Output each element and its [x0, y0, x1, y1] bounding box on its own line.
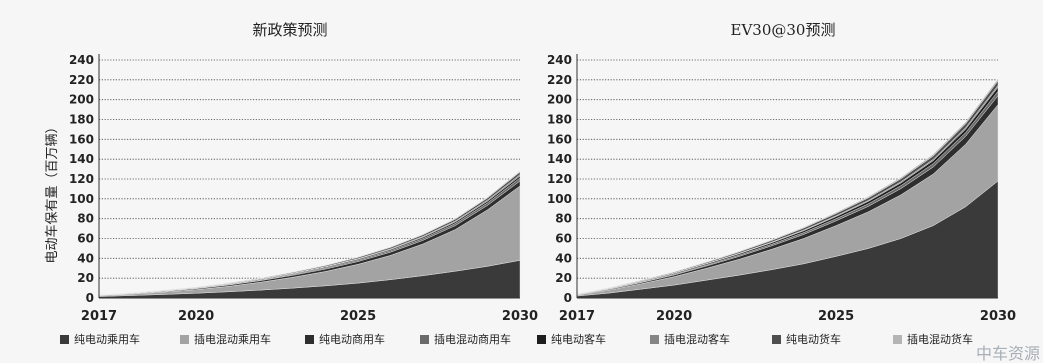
- legend-item: 纯电动货车: [772, 332, 841, 346]
- legend-item: 纯电动商用车: [305, 332, 385, 346]
- legend-label: 纯电动乘用车: [74, 332, 140, 346]
- y-tick-label: 100: [69, 192, 94, 206]
- y-tick-label: 40: [77, 251, 94, 265]
- y-tick-label: 60: [555, 232, 572, 246]
- chart-title: EV30@30预测: [731, 21, 836, 39]
- y-tick-label: 220: [547, 73, 572, 87]
- x-tick-label: 2017: [559, 309, 595, 324]
- legend-swatch: [180, 335, 189, 344]
- y-tick-label: 20: [77, 271, 94, 285]
- x-tick-label: 2020: [656, 309, 692, 324]
- legend-swatch: [893, 335, 902, 344]
- y-tick-label: 160: [547, 132, 572, 146]
- legend-label: 插电混动客车: [664, 332, 730, 346]
- y-tick-label: 200: [69, 93, 94, 107]
- y-tick-label: 60: [77, 232, 94, 246]
- legend-label: 插电混动商用车: [434, 332, 511, 346]
- area-插电混动货车: [98, 170, 521, 296]
- legend-label: 纯电动客车: [551, 332, 606, 346]
- x-tick-label: 2025: [340, 309, 376, 324]
- y-axis-label: 电动车保有量（百万辆）: [44, 120, 60, 263]
- legend-item: 插电混动客车: [650, 332, 730, 346]
- legend-item: 插电混动乘用车: [180, 332, 271, 346]
- legend-swatch: [650, 335, 659, 344]
- x-tick-label: 2017: [81, 309, 117, 324]
- y-tick-label: 120: [547, 172, 572, 186]
- legend-swatch: [420, 335, 429, 344]
- y-tick-label: 80: [77, 212, 94, 226]
- y-tick-label: 0: [86, 291, 94, 305]
- legend-item: 纯电动乘用车: [60, 332, 140, 346]
- y-tick-label: 220: [69, 73, 94, 87]
- y-tick-label: 240: [547, 53, 572, 67]
- legend-label: 纯电动货车: [786, 332, 841, 346]
- legend-swatch: [537, 335, 546, 344]
- y-tick-label: 180: [69, 113, 94, 127]
- charts-group: 新政策预测02040608010012014016018020022024020…: [69, 21, 1016, 324]
- legend-swatch: [305, 335, 314, 344]
- y-tick-label: 100: [547, 192, 572, 206]
- legend-item: 插电混动商用车: [420, 332, 511, 346]
- legend-swatch: [772, 335, 781, 344]
- y-tick-label: 20: [555, 271, 572, 285]
- x-tick-label: 2025: [818, 309, 854, 324]
- y-tick-label: 140: [69, 152, 94, 166]
- y-tick-label: 180: [547, 113, 572, 127]
- chart-title: 新政策预测: [252, 21, 327, 39]
- chart-panel-2: EV30@30预测 0 20 40 60 80 100 120 140 160 180 200 220 2…: [547, 21, 1016, 324]
- legend-swatch: [60, 335, 69, 344]
- legend-label: 插电混动乘用车: [194, 332, 271, 346]
- y-tick-label: 160: [69, 132, 94, 146]
- y-tick-label: 80: [555, 212, 572, 226]
- x-tick-label: 2030: [980, 309, 1016, 324]
- y-tick-label: 120: [69, 172, 94, 186]
- legend-item: 纯电动客车: [537, 332, 606, 346]
- x-tick-label: 2020: [178, 309, 214, 324]
- legend-label: 纯电动商用车: [319, 332, 385, 346]
- legend: 纯电动乘用车 插电混动乘用车 纯电动商用车 插电混动商用车 纯电动客车 插电混动客车 纯电动…: [60, 332, 973, 346]
- y-tick-label: 40: [555, 251, 572, 265]
- legend-label: 插电混动货车: [907, 332, 973, 346]
- y-tick-label: 240: [69, 53, 94, 67]
- watermark-text: 中车资源: [976, 344, 1040, 363]
- y-tick-label: 200: [547, 93, 572, 107]
- legend-item: 插电混动货车: [893, 332, 973, 346]
- area-插电混动货车: [576, 78, 999, 295]
- chart-panel-1: 新政策预测 0 20 40 60 80 100 120 140 160 180 200 220 240 20…: [69, 21, 538, 324]
- y-tick-label: 140: [547, 152, 572, 166]
- y-tick-label: 0: [564, 291, 572, 305]
- x-tick-label: 2030: [502, 309, 538, 324]
